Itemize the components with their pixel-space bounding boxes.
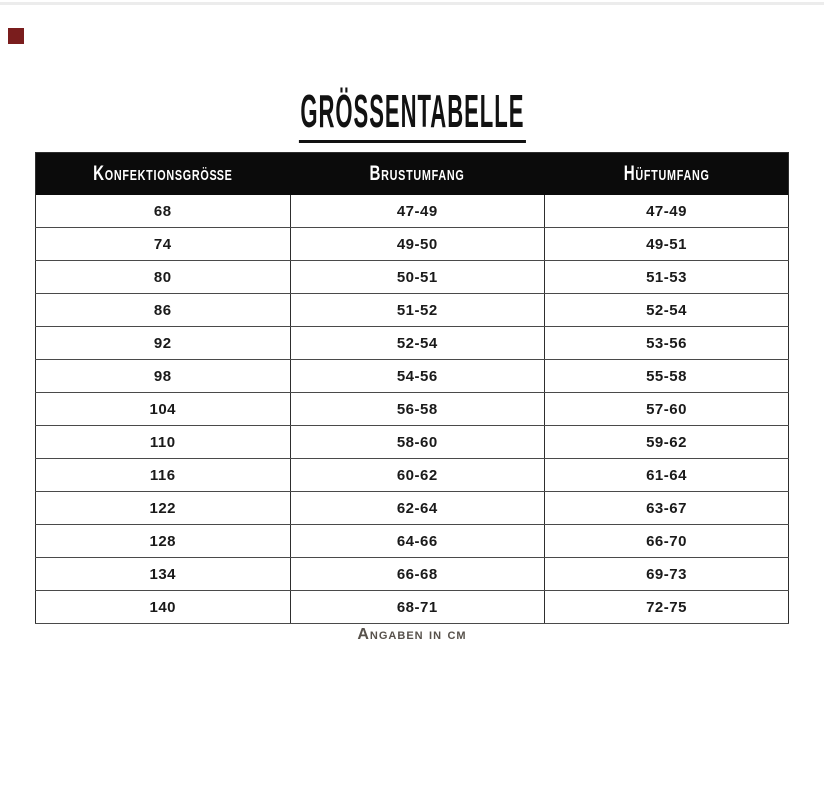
column-header-brustumfang: Brustumfang — [290, 152, 545, 195]
title-row: GRÖSSENTABELLE — [0, 86, 824, 143]
hip-cell: 53-56 — [544, 326, 789, 360]
header-row: Konfektionsgröße Brustumfang Hüftumfang — [35, 152, 789, 195]
chest-cell: 52-54 — [289, 326, 545, 360]
column-header-hueftumfang: Hüftumfang — [544, 152, 789, 195]
table-row: 92 52-54 53-56 — [35, 326, 789, 360]
size-cell: 80 — [35, 260, 291, 294]
chest-cell: 51-52 — [289, 293, 545, 327]
table-row: 110 58-60 59-62 — [35, 425, 789, 459]
table-row: 140 68-71 72-75 — [35, 590, 789, 624]
chest-cell: 68-71 — [289, 590, 545, 624]
chest-cell: 66-68 — [289, 557, 545, 591]
size-table: Konfektionsgröße Brustumfang Hüftumfang … — [35, 152, 789, 624]
hip-cell: 69-73 — [544, 557, 789, 591]
chest-cell: 60-62 — [289, 458, 545, 492]
size-cell: 122 — [35, 491, 291, 525]
table-row: 74 49-50 49-51 — [35, 227, 789, 261]
size-cell: 92 — [35, 326, 291, 360]
hip-cell: 49-51 — [544, 227, 789, 261]
column-header-konfektionsgroesse-label: Konfektionsgröße — [93, 162, 233, 185]
chest-cell: 64-66 — [289, 524, 545, 558]
hip-cell: 72-75 — [544, 590, 789, 624]
hip-cell: 52-54 — [544, 293, 789, 327]
hip-cell: 66-70 — [544, 524, 789, 558]
size-cell: 140 — [35, 590, 291, 624]
size-cell: 104 — [35, 392, 291, 426]
hip-cell: 57-60 — [544, 392, 789, 426]
chest-cell: 50-51 — [289, 260, 545, 294]
table-header: Konfektionsgröße Brustumfang Hüftumfang — [35, 152, 789, 195]
hip-cell: 51-53 — [544, 260, 789, 294]
top-divider-line — [0, 2, 824, 5]
red-accent-square — [8, 28, 24, 44]
table-row: 116 60-62 61-64 — [35, 458, 789, 492]
table-row: 128 64-66 66-70 — [35, 524, 789, 558]
chest-cell: 62-64 — [289, 491, 545, 525]
column-header-brustumfang-label: Brustumfang — [369, 162, 465, 185]
hip-cell: 59-62 — [544, 425, 789, 459]
hip-cell: 55-58 — [544, 359, 789, 393]
size-cell: 128 — [35, 524, 291, 558]
chest-cell: 56-58 — [289, 392, 545, 426]
size-cell: 68 — [35, 195, 291, 228]
chest-cell: 54-56 — [289, 359, 545, 393]
chest-cell: 49-50 — [289, 227, 545, 261]
hip-cell: 63-67 — [544, 491, 789, 525]
column-header-konfektionsgroesse: Konfektionsgröße — [35, 152, 290, 195]
size-cell: 98 — [35, 359, 291, 393]
table-row: 98 54-56 55-58 — [35, 359, 789, 393]
size-cell: 86 — [35, 293, 291, 327]
page-title: GRÖSSENTABELLE — [298, 86, 526, 143]
size-cell: 110 — [35, 425, 291, 459]
column-header-hueftumfang-label: Hüftumfang — [623, 162, 710, 185]
table-row: 86 51-52 52-54 — [35, 293, 789, 327]
units-note: Angaben in cm — [357, 626, 467, 643]
hip-cell: 61-64 — [544, 458, 789, 492]
chest-cell: 47-49 — [289, 195, 545, 228]
size-cell: 134 — [35, 557, 291, 591]
chest-cell: 58-60 — [289, 425, 545, 459]
table-row: 104 56-58 57-60 — [35, 392, 789, 426]
table-row: 80 50-51 51-53 — [35, 260, 789, 294]
size-cell: 116 — [35, 458, 291, 492]
size-cell: 74 — [35, 227, 291, 261]
table-row: 122 62-64 63-67 — [35, 491, 789, 525]
hip-cell: 47-49 — [544, 195, 789, 228]
table-body: 68 47-49 47-49 74 49-50 49-51 80 50-51 5… — [35, 195, 789, 624]
table-row: 68 47-49 47-49 — [35, 195, 789, 228]
table-row: 134 66-68 69-73 — [35, 557, 789, 591]
